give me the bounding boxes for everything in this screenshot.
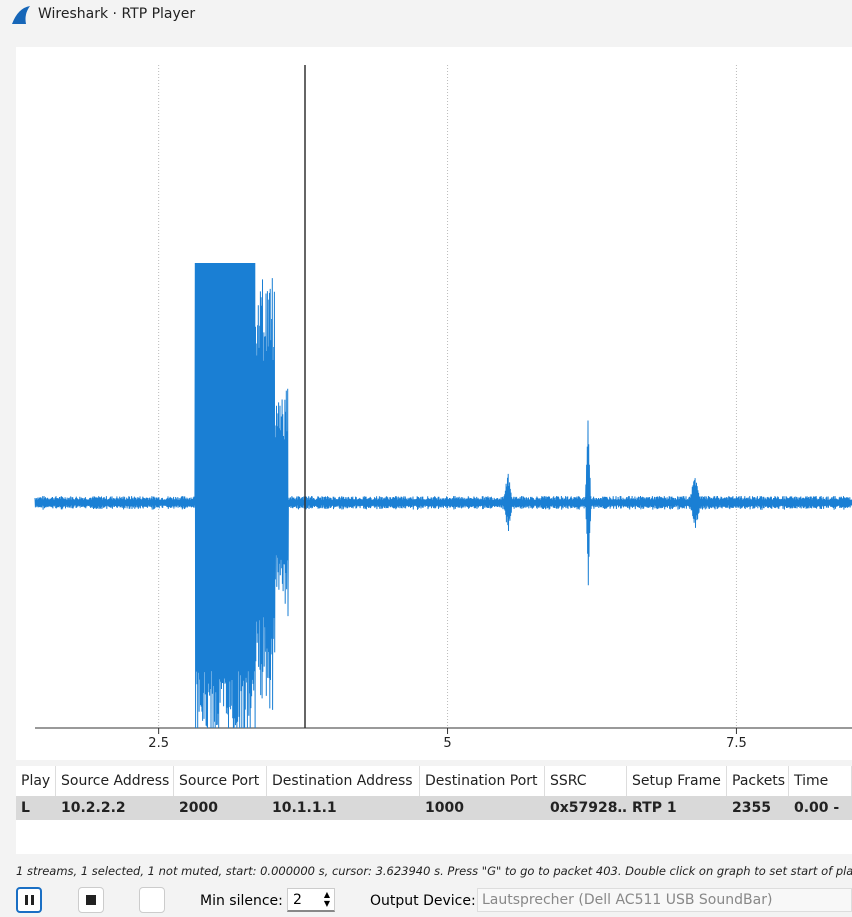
column-header[interactable]: Time Spa: [789, 766, 852, 796]
table-cell: 0x57928…: [550, 800, 627, 816]
column-header[interactable]: Source Address: [56, 766, 174, 796]
output-device-combobox[interactable]: Lautsprecher (Dell AC511 USB SoundBar): [477, 888, 852, 912]
status-text: 1 streams, 1 selected, 1 not muted, star…: [16, 864, 852, 878]
x-tick-label: 5: [443, 736, 451, 751]
x-tick-label: 7.5: [726, 736, 747, 751]
table-cell: 10.2.2.2: [61, 800, 126, 816]
table-cell: 1000: [425, 800, 464, 816]
column-header[interactable]: SSRC: [545, 766, 627, 796]
selected-row[interactable]: [16, 796, 852, 820]
output-device-label: Output Device:: [370, 893, 476, 909]
column-header[interactable]: Packets: [727, 766, 789, 796]
table-cell: 10.1.1.1: [272, 800, 337, 816]
column-header[interactable]: Setup Frame: [627, 766, 727, 796]
waveform-chart: 2.5 5 7.5: [34, 65, 852, 751]
window-title: Wireshark · RTP Player: [38, 6, 196, 22]
table-cell: RTP 1: [632, 800, 677, 816]
plot-area[interactable]: [16, 47, 852, 760]
min-silence-value: 2: [293, 892, 302, 908]
column-header[interactable]: Destination Address: [267, 766, 420, 796]
x-tick-label: 2.5: [148, 736, 169, 751]
column-header[interactable]: Play: [16, 766, 56, 796]
pause-button[interactable]: [16, 887, 42, 913]
stop-button[interactable]: [78, 887, 104, 913]
column-header[interactable]: Destination Port: [420, 766, 545, 796]
waveform: [34, 262, 852, 729]
table-cell: 0.00 - 46: [794, 800, 840, 816]
table-cell: L: [21, 800, 30, 816]
table-cell: 2355: [732, 800, 771, 816]
column-header[interactable]: Source Port: [174, 766, 267, 796]
min-silence-label: Min silence:: [200, 893, 283, 909]
min-silence-spinbox[interactable]: 2 ▲ ▼: [287, 888, 335, 912]
app-icon: [10, 4, 32, 26]
table-cell: 2000: [179, 800, 218, 816]
loop-button[interactable]: [139, 887, 165, 913]
output-device-value: Lautsprecher (Dell AC511 USB SoundBar): [482, 892, 773, 908]
